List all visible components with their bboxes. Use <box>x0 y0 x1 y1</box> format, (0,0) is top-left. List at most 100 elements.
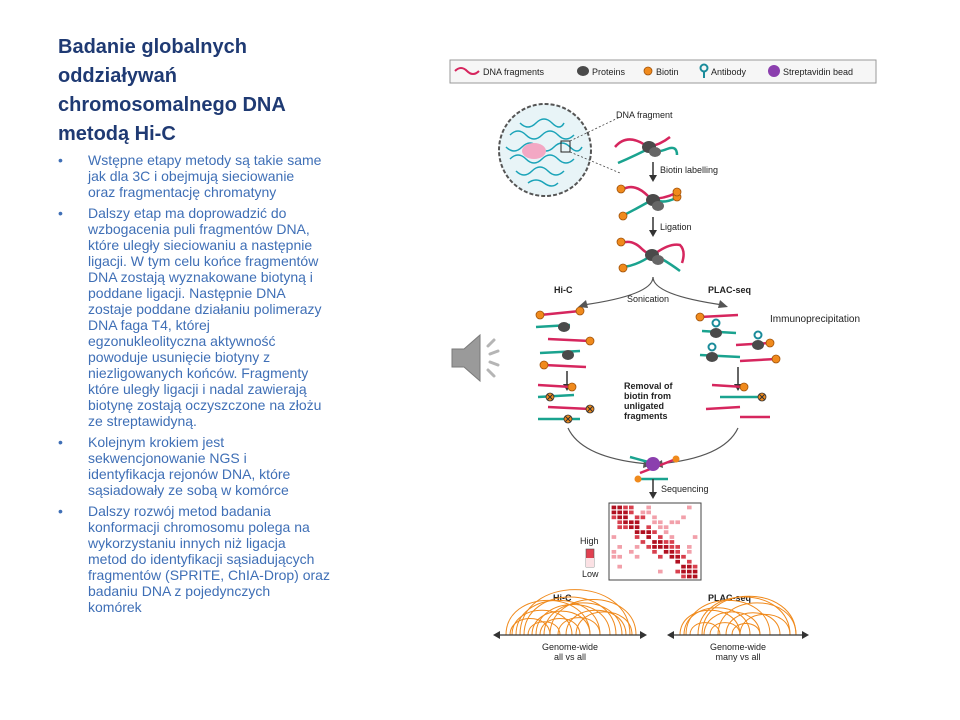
heatmap-cell <box>669 545 675 549</box>
interaction-arc <box>725 612 781 636</box>
heatmap-cell <box>629 520 634 525</box>
hic-caption: Genome-wide <box>542 642 598 652</box>
heatmap-cell <box>617 505 622 510</box>
heatmap-cell <box>663 530 669 534</box>
bottom-placseq-title: PLAC-seq <box>708 593 751 603</box>
interaction-arc <box>515 599 601 636</box>
streptavidin-bead-illustration <box>629 455 680 483</box>
heatmap-cell <box>658 525 663 530</box>
heatmap-cell <box>687 559 692 564</box>
heatmap-cell <box>663 545 669 549</box>
interaction-arc <box>709 622 741 636</box>
heatmap-cell <box>623 525 628 530</box>
hic-after-removal <box>537 382 595 424</box>
heatmap-cell <box>623 515 628 520</box>
placseq-caption: many vs all <box>715 652 760 662</box>
heatmap-cell <box>658 535 663 539</box>
bead-legend-icon <box>768 65 780 77</box>
interaction-arc <box>685 599 771 636</box>
heatmap-cell <box>669 520 675 525</box>
bullet-marker: • <box>58 434 63 450</box>
heatmap-cell <box>611 554 617 559</box>
title-line: Badanie globalnych <box>58 36 247 58</box>
interaction-arc <box>683 607 751 636</box>
heatmap-cell <box>681 574 686 579</box>
heatmap-cell <box>646 545 651 549</box>
heatmap-cell <box>634 530 640 534</box>
heatmap-cell <box>658 545 663 549</box>
heatmap-cell <box>611 549 617 554</box>
interaction-arc <box>543 602 623 636</box>
interaction-arc <box>717 602 797 636</box>
placseq-caption: Genome-wide <box>710 642 766 652</box>
heatmap-cell <box>681 564 686 569</box>
heatmap-cell <box>640 510 646 515</box>
removal-line: biotin from <box>624 391 671 401</box>
heatmap-cell <box>646 530 651 534</box>
heatmap-cell <box>629 510 634 515</box>
heatmap-cell <box>658 540 663 544</box>
heatmap-cell <box>675 520 680 525</box>
hic-arcs <box>505 589 637 636</box>
heatmap-cell <box>687 569 692 574</box>
heatmap-cell <box>617 554 622 559</box>
heatmap-cell <box>692 569 698 574</box>
interaction-arc <box>701 595 797 636</box>
bullet-item: • Wstępne etapy metody są takie same jak… <box>58 152 358 200</box>
heatmap-cell <box>629 525 634 530</box>
interaction-arc <box>505 599 591 636</box>
speaker-audio-icon[interactable] <box>448 328 512 388</box>
branch-hic: Hi-C <box>554 285 573 295</box>
step-label-ligation: Ligation <box>660 222 692 232</box>
step-label-sonication: Sonication <box>627 294 669 304</box>
heatmap-cell <box>652 545 657 549</box>
heatmap-cell <box>669 535 675 539</box>
heatmap-cell <box>640 530 646 534</box>
interaction-arc <box>519 589 631 636</box>
interaction-arc <box>739 614 791 636</box>
bullet-text: Dalszy rozwój metod badania konformacji … <box>88 503 330 615</box>
placseq-immunoprecipitation <box>695 312 781 364</box>
heatmap-cell <box>675 559 680 564</box>
nucleus-illustration <box>498 103 621 197</box>
dna-fragment-illustration <box>614 136 679 165</box>
interaction-arc <box>689 622 721 636</box>
heatmap-cell <box>646 510 651 515</box>
heatmap-cell <box>652 515 657 520</box>
heatmap-cell <box>611 535 617 539</box>
heatmap-cell <box>692 535 698 539</box>
interaction-arc <box>535 604 611 636</box>
legend-item: DNA fragments <box>483 67 545 77</box>
interaction-arc <box>703 611 761 636</box>
heatmap-cell <box>687 574 692 579</box>
legend-item: Streptavidin bead <box>783 67 853 77</box>
heatmap-cell <box>629 505 634 510</box>
heatmap-cell <box>617 510 622 515</box>
heatmap-cell <box>663 525 669 530</box>
bullet-marker: • <box>58 503 63 519</box>
hic-caption: all vs all <box>554 652 586 662</box>
heatmap-cell <box>658 520 663 525</box>
hic-figure: DNA fragments Proteins Biotin Antibody S… <box>440 55 890 670</box>
placseq-after-removal <box>705 382 770 419</box>
heatmap-cell <box>669 554 675 559</box>
heatmap-low: Low <box>582 569 599 579</box>
interaction-arc <box>531 610 591 636</box>
protein-legend-icon <box>577 66 589 76</box>
heatmap-cell <box>640 515 646 520</box>
heatmap-cell <box>669 549 675 554</box>
heatmap-cell <box>629 549 634 554</box>
bullet-text: Kolejnym krokiem jest sekwencjonowanie N… <box>88 434 291 498</box>
biotin-legend-icon <box>643 66 653 76</box>
heatmap-cell <box>634 554 640 559</box>
heatmap-cell <box>681 569 686 574</box>
heatmap-cell <box>646 525 651 530</box>
removal-line: Removal of <box>624 381 674 391</box>
legend-item: Proteins <box>592 67 626 77</box>
legend-item: Biotin <box>656 67 679 77</box>
branch-placseq: PLAC-seq <box>708 285 751 295</box>
heatmap-cell <box>687 545 692 549</box>
heatmap-cell <box>646 535 651 539</box>
heatmap-cell <box>617 525 622 530</box>
bullet-list: • Wstępne etapy metody są takie same jak… <box>58 152 358 620</box>
